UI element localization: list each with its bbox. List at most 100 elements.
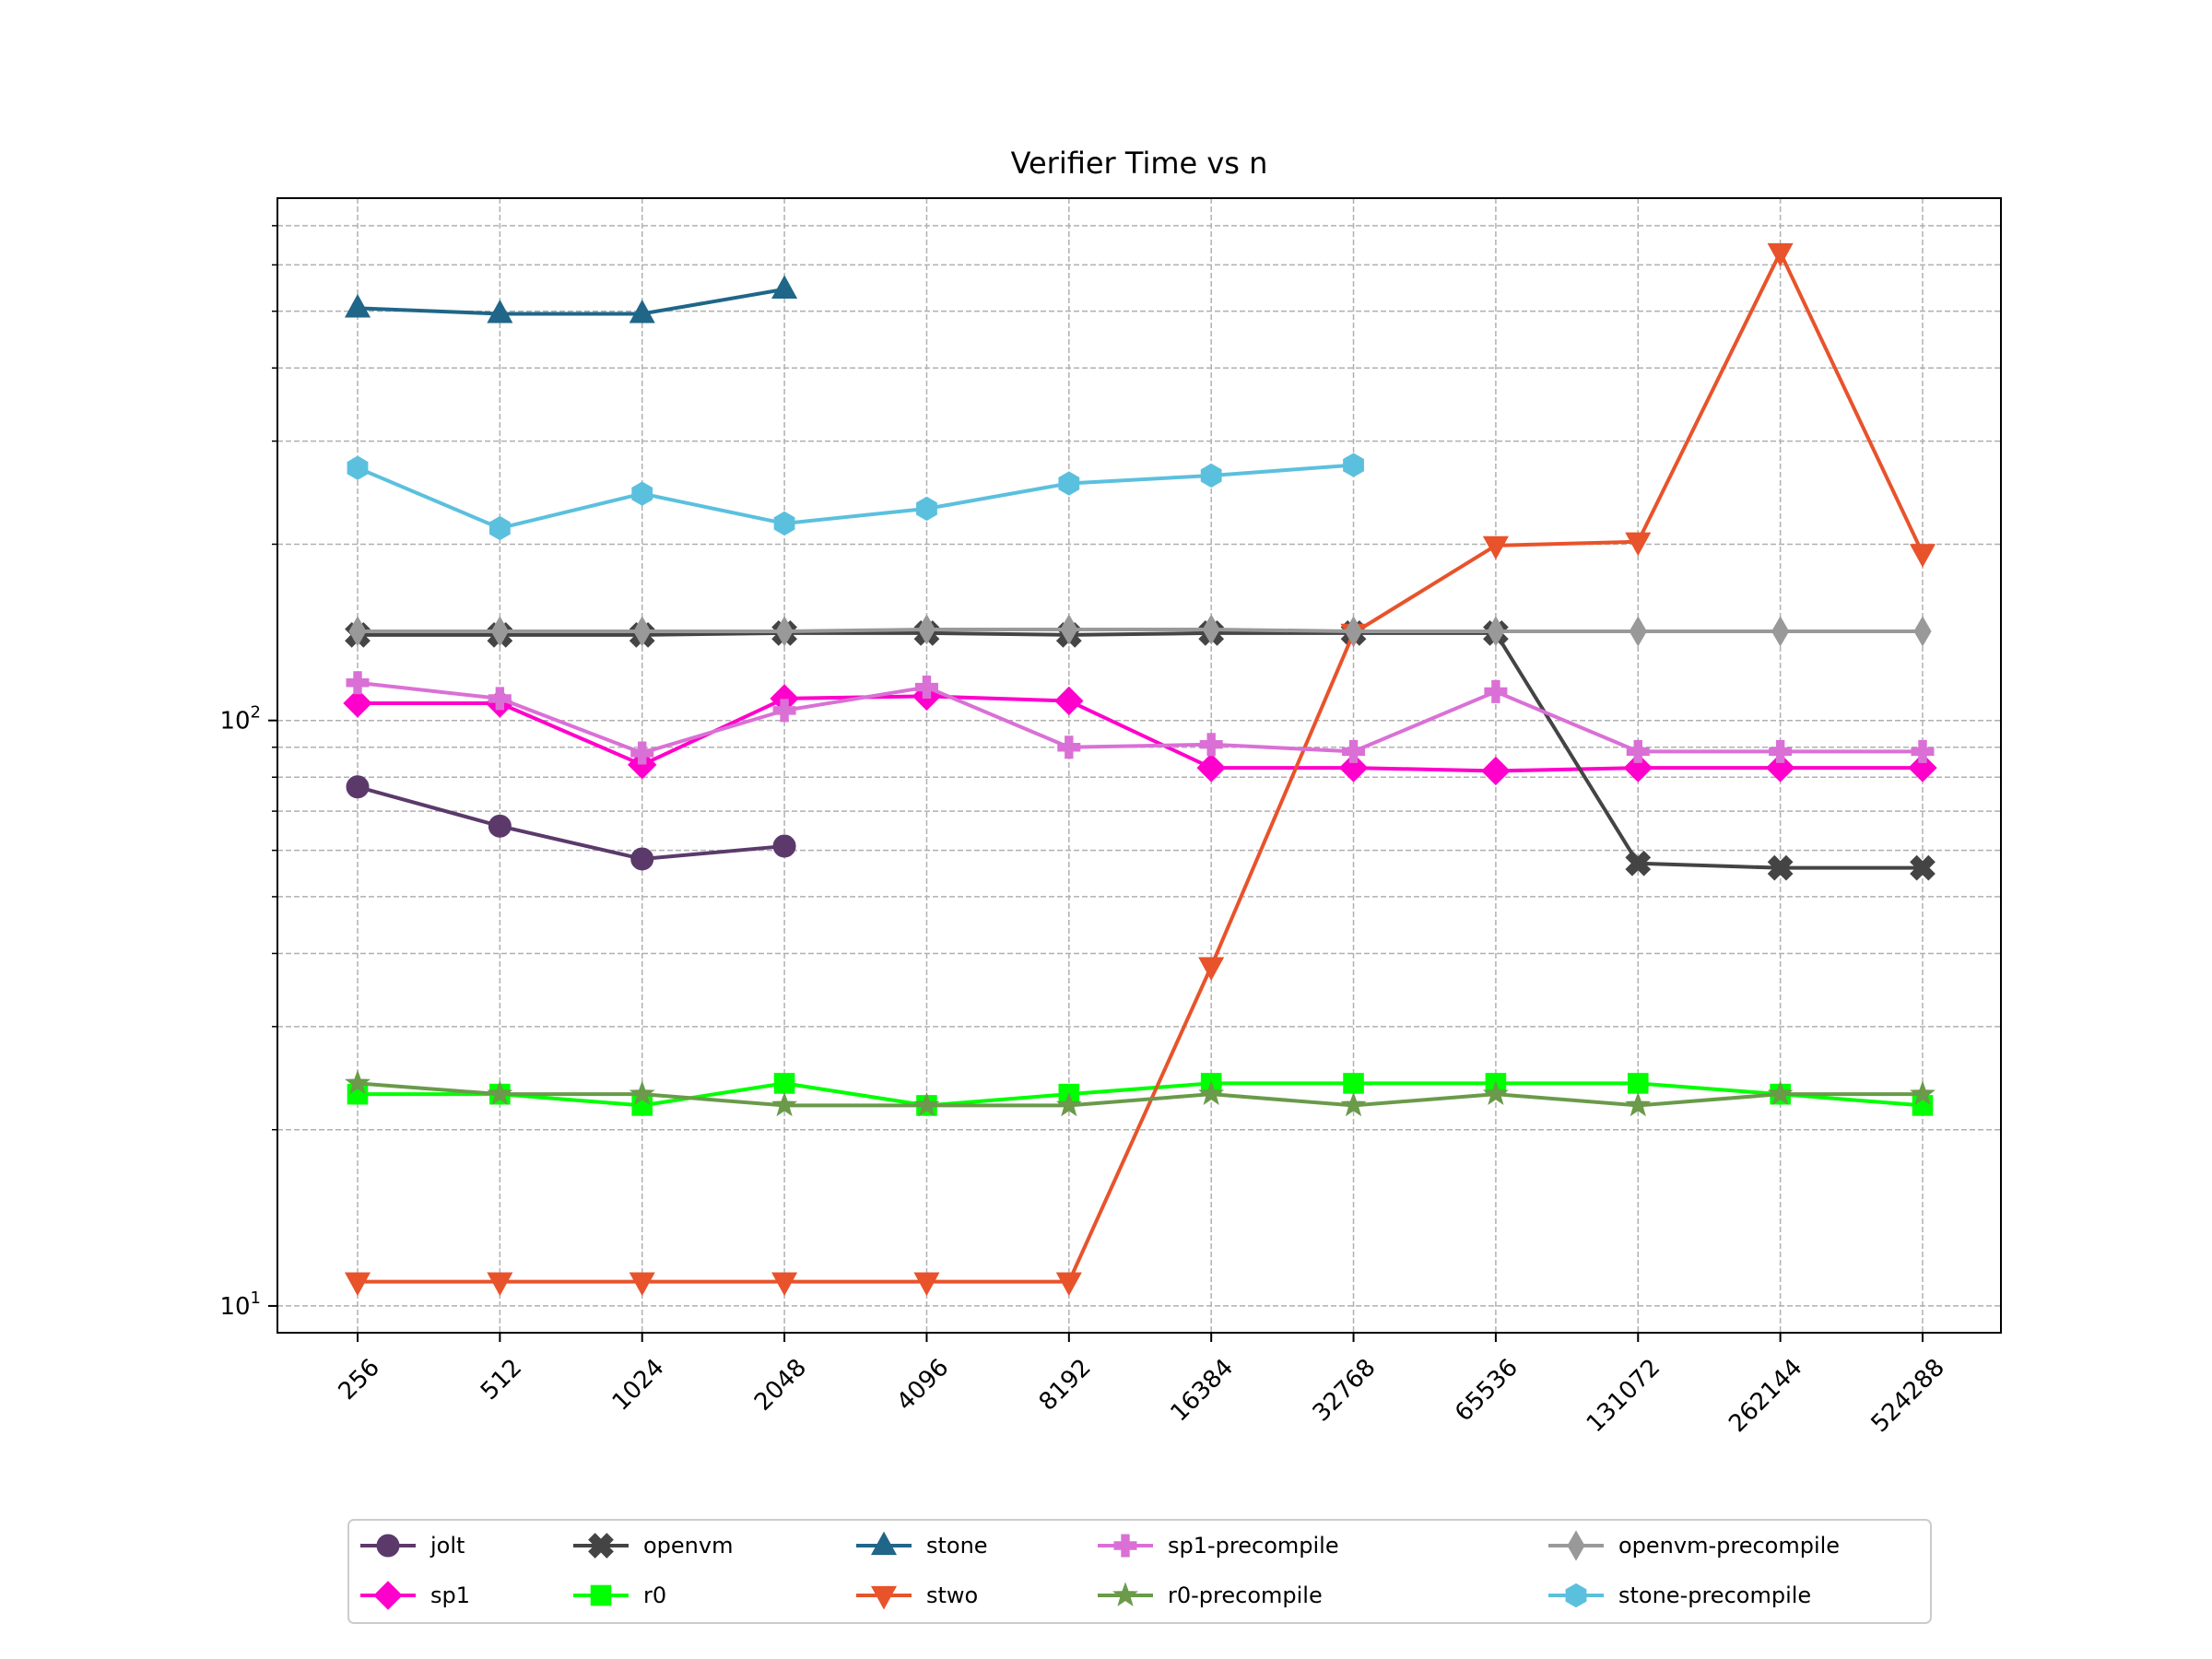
x-tick-label: 262144 [1724, 1354, 1807, 1438]
x-tick-label: 32768 [1308, 1354, 1382, 1428]
legend-marker-r0 [590, 1584, 612, 1606]
data-point-stwo [344, 1272, 371, 1297]
x-tick-label: 256 [334, 1354, 385, 1406]
legend-marker-stwo [870, 1585, 898, 1610]
data-point-sp1 [1054, 686, 1084, 716]
data-point-r0-precompile [1340, 1091, 1367, 1117]
series-stwo [344, 242, 1936, 1297]
data-point-sp1-precompile [914, 676, 938, 700]
legend-label: r0-precompile [1168, 1583, 1323, 1608]
data-point-stone-precompile [631, 481, 653, 506]
legend-marker-openvm [588, 1533, 614, 1559]
legend-item-sp1-precompile[interactable]: sp1-precompile [1098, 1533, 1339, 1559]
legend-marker-sp1-precompile [1113, 1534, 1137, 1558]
legend-item-r0[interactable]: r0 [573, 1583, 666, 1608]
x-tick-label: 8192 [1034, 1354, 1097, 1417]
legend-marker-stone [870, 1531, 898, 1556]
legend-item-stwo[interactable]: stwo [856, 1583, 978, 1610]
data-point-r0-precompile [629, 1080, 655, 1106]
x-tick-label: 16384 [1165, 1354, 1239, 1428]
data-point-sp1 [1338, 753, 1369, 782]
data-point-sp1 [1623, 753, 1653, 782]
chart-title: Verifier Time vs n [1011, 146, 1268, 181]
data-point-r0 [1627, 1073, 1649, 1094]
data-point-openvm-precompile [1913, 616, 1932, 647]
data-point-sp1-precompile [1199, 733, 1223, 757]
data-point-stwo [1055, 1272, 1082, 1297]
data-point-stone-precompile [773, 511, 795, 536]
series-layer [343, 242, 1937, 1297]
grid [268, 198, 2001, 1333]
data-point-sp1-precompile [488, 687, 512, 711]
data-point-openvm-precompile [1202, 614, 1220, 645]
data-point-r0-precompile [1198, 1080, 1225, 1106]
data-point-stone-precompile [488, 515, 511, 541]
data-point-r0-precompile [771, 1091, 798, 1117]
data-point-openvm-precompile [1344, 616, 1363, 647]
data-point-r0-precompile [487, 1080, 513, 1106]
data-point-sp1-precompile [1057, 735, 1081, 759]
x-tick-label: 1024 [607, 1354, 670, 1417]
data-point-openvm-precompile [1629, 616, 1647, 647]
series-line-openvm-precompile [358, 628, 1923, 633]
data-point-openvm-precompile [775, 616, 794, 647]
legend-item-openvm[interactable]: openvm [573, 1533, 733, 1559]
series-stone [344, 275, 798, 324]
series-line-sp1 [358, 694, 1923, 773]
y-tick-label: 102 [219, 703, 261, 735]
data-point-r0-precompile [1055, 1091, 1082, 1117]
series-line-r0-precompile [357, 1081, 1923, 1108]
data-point-sp1-precompile [1769, 739, 1793, 763]
legend-item-openvm-precompile[interactable]: openvm-precompile [1548, 1530, 1840, 1561]
data-point-openvm-precompile [490, 616, 509, 647]
data-point-jolt [488, 814, 512, 838]
series-line-jolt [357, 784, 785, 861]
data-point-jolt [772, 834, 796, 858]
data-point-r0-precompile [345, 1069, 371, 1095]
data-point-sp1-precompile [1342, 739, 1366, 763]
legend: jolt sp1 openvm r0 stone stwo sp1-precompile r0… [347, 1519, 1932, 1624]
legend-marker-r0-precompile [1112, 1582, 1138, 1606]
data-point-sp1 [343, 688, 372, 718]
data-point-r0-precompile [1767, 1080, 1794, 1106]
legend-label: jolt [429, 1533, 465, 1559]
legend-item-stone-precompile[interactable]: stone-precompile [1548, 1583, 1811, 1608]
x-tick-label: 65536 [1450, 1354, 1524, 1428]
data-point-stwo [487, 1272, 513, 1297]
x-axis: 256 512 1024 2048 4096 8192 16384 32768 65536 131… [334, 1333, 1950, 1438]
data-point-sp1-precompile [772, 699, 796, 723]
data-point-stone [344, 293, 371, 318]
legend-label: stone [926, 1533, 988, 1559]
data-point-sp1 [1196, 753, 1226, 782]
data-point-r0-precompile [1910, 1080, 1936, 1106]
data-point-openvm-precompile [1060, 614, 1078, 645]
y-axis: 101 102 [219, 703, 261, 1321]
data-point-stone [487, 300, 513, 324]
data-point-sp1-precompile [1911, 739, 1935, 763]
data-point-stwo [1909, 544, 1936, 568]
legend-label: r0 [643, 1583, 666, 1608]
legend-label: sp1-precompile [1168, 1533, 1339, 1559]
x-tick-label: 4096 [891, 1354, 954, 1417]
legend-box [347, 1519, 1932, 1624]
data-point-stone [771, 275, 798, 300]
legend-item-jolt[interactable]: jolt [360, 1533, 465, 1559]
x-tick-label: 131072 [1582, 1354, 1665, 1438]
x-tick-label: 2048 [749, 1354, 812, 1417]
series-line-stwo [358, 250, 1924, 1284]
data-point-openvm [1767, 854, 1794, 881]
data-point-jolt [630, 847, 654, 871]
series-line-stone-precompile [357, 463, 1354, 531]
series-stone-precompile [347, 453, 1364, 541]
series-line-sp1-precompile [357, 680, 1923, 755]
series-openvm-precompile [348, 614, 1932, 647]
data-point-r0 [773, 1073, 795, 1094]
legend-item-stone[interactable]: stone [856, 1531, 988, 1559]
legend-label: openvm [643, 1533, 733, 1559]
data-point-r0-precompile [1625, 1091, 1652, 1117]
legend-item-r0-precompile[interactable]: r0-precompile [1098, 1582, 1323, 1608]
data-point-openvm-precompile [348, 616, 367, 647]
data-point-openvm-precompile [917, 614, 936, 645]
legend-marker-openvm-precompile [1567, 1530, 1585, 1561]
legend-item-sp1[interactable]: sp1 [360, 1581, 470, 1610]
